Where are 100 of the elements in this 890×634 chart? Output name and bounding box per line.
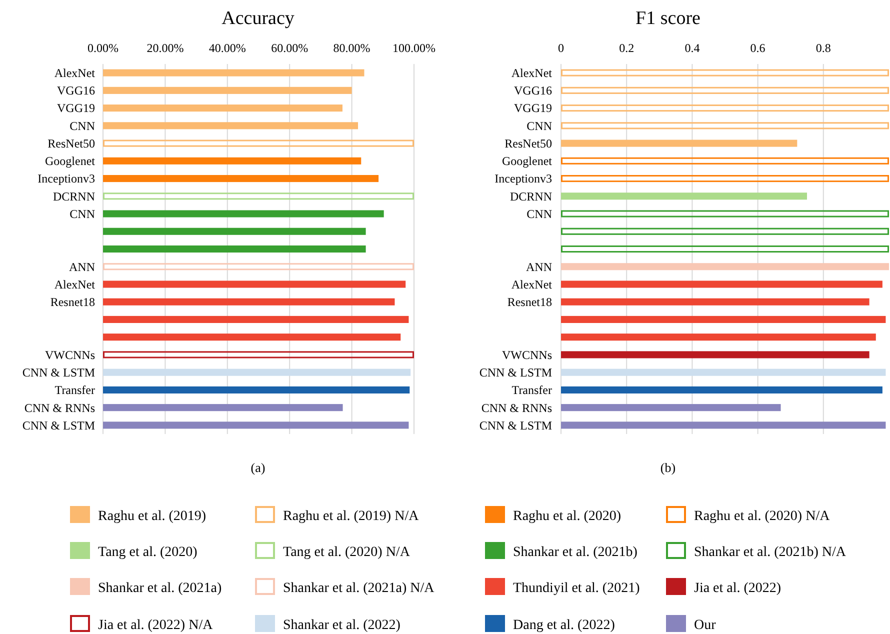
bar xyxy=(561,334,876,341)
bar xyxy=(103,298,395,306)
legend-label: Raghu et al. (2019) xyxy=(98,508,206,524)
y-tick-label: Resnet18 xyxy=(507,295,552,310)
y-tick-label: VGG19 xyxy=(514,101,552,116)
bar xyxy=(103,210,384,218)
bar xyxy=(561,422,886,429)
legend-label: Thundiyil et al. (2021) xyxy=(513,580,640,596)
bar xyxy=(103,228,366,235)
y-tick-label: VGG19 xyxy=(57,101,95,116)
bar xyxy=(561,157,889,164)
y-tick-label: VWCNNs xyxy=(502,348,552,362)
y-tick-label: CNN & LSTM xyxy=(479,366,552,380)
bar xyxy=(561,140,798,147)
bar xyxy=(103,245,366,253)
x-tick-label: 0 xyxy=(558,41,564,55)
bar xyxy=(103,280,406,288)
y-tick-label: DCRNN xyxy=(52,189,96,204)
bar xyxy=(103,404,343,412)
y-tick-label: CNN xyxy=(70,118,96,133)
bar xyxy=(561,298,870,306)
bar xyxy=(561,316,886,323)
y-tick-label: CNN & LSTM xyxy=(22,366,96,380)
y-tick-label: VGG16 xyxy=(514,84,552,98)
legend-label: Tang et al. (2020) xyxy=(98,544,198,560)
x-tick-label: 60.00% xyxy=(271,41,308,55)
x-tick-label: 20.00% xyxy=(146,41,184,55)
y-tick-label: AlexNet xyxy=(511,66,553,80)
bar xyxy=(103,368,411,376)
legend-label: Shankar et al. (2021b) N/A xyxy=(694,544,847,560)
x-tick-label: 0.4 xyxy=(684,41,700,55)
y-tick-label: Inceptionv3 xyxy=(494,172,552,186)
bar xyxy=(561,368,886,376)
legend-label: Our xyxy=(694,618,716,633)
y-tick-label: Transfer xyxy=(512,383,552,398)
y-tick-label: Resnet18 xyxy=(50,295,95,310)
legend-label: Raghu et al. (2019) N/A xyxy=(283,508,420,524)
bar xyxy=(103,351,414,358)
x-tick-label: 0.6 xyxy=(750,41,766,55)
bar xyxy=(561,104,889,112)
bar xyxy=(103,175,379,182)
y-tick-label: CNN xyxy=(70,206,96,221)
bar xyxy=(103,334,401,341)
x-tick-label: 0.2 xyxy=(619,41,634,55)
bar xyxy=(561,404,781,412)
y-tick-label: CNN & RNNs xyxy=(481,400,552,415)
legend-label: Raghu et al. (2020) N/A xyxy=(694,508,831,524)
bar xyxy=(561,280,882,288)
bar xyxy=(561,86,889,94)
x-tick-label: 100.00% xyxy=(392,41,436,55)
y-tick-label: ANN xyxy=(526,260,552,274)
x-tick-label: 0.00% xyxy=(88,41,118,55)
y-tick-label: AlexNet xyxy=(511,277,553,292)
bar xyxy=(103,86,352,94)
y-tick-label: CNN & RNNs xyxy=(24,400,96,415)
y-tick-label: VWCNNs xyxy=(45,348,96,362)
bar xyxy=(103,192,414,200)
bar xyxy=(103,263,414,270)
y-tick-label: VGG16 xyxy=(57,84,95,98)
bar xyxy=(103,104,342,112)
y-tick-label: CNN & LSTM xyxy=(479,418,552,432)
legend-label: Jia et al. (2022) N/A xyxy=(98,618,214,633)
text: (b) xyxy=(660,460,676,475)
bar xyxy=(561,122,889,130)
bar xyxy=(561,192,807,200)
bar xyxy=(103,69,364,76)
bar xyxy=(103,422,409,429)
bar xyxy=(561,175,889,182)
y-tick-label: AlexNet xyxy=(54,66,96,80)
y-tick-label: ANN xyxy=(69,260,96,274)
legend-label: Jia et al. (2022) xyxy=(694,580,782,596)
bar xyxy=(103,157,362,164)
bar xyxy=(561,263,889,270)
bar xyxy=(561,386,882,394)
y-tick-label: Transfer xyxy=(54,383,96,398)
bar xyxy=(561,210,889,218)
y-tick-label: Googlenet xyxy=(502,154,553,168)
legend-label: Tang et al. (2020) N/A xyxy=(283,544,411,560)
bar xyxy=(103,316,409,323)
x-tick-label: 40.00% xyxy=(208,41,246,55)
legend-label: Shankar et al. (2022) xyxy=(283,618,401,633)
bar xyxy=(103,122,358,130)
y-tick-label: CNN xyxy=(526,118,552,133)
bar xyxy=(103,140,414,147)
text: (a) xyxy=(250,460,266,475)
legend-label: Raghu et al. (2020) xyxy=(513,508,622,524)
chart-title: Accuracy xyxy=(222,8,295,29)
y-tick-label: CNN & LSTM xyxy=(22,418,96,432)
y-tick-label: ResNet50 xyxy=(48,136,95,150)
y-tick-label: DCRNN xyxy=(510,189,552,204)
legend-label: Shankar et al. (2021a) N/A xyxy=(283,580,436,596)
bar xyxy=(561,69,889,76)
y-tick-label: AlexNet xyxy=(54,277,96,292)
y-tick-label: ResNet50 xyxy=(504,136,552,150)
legend-label: Shankar et al. (2021a) xyxy=(98,580,222,596)
y-tick-label: CNN xyxy=(526,206,552,221)
x-tick-label: 80.00% xyxy=(333,41,370,55)
bar xyxy=(561,351,870,358)
x-tick-label: 0.8 xyxy=(816,41,831,55)
bar xyxy=(561,245,889,253)
